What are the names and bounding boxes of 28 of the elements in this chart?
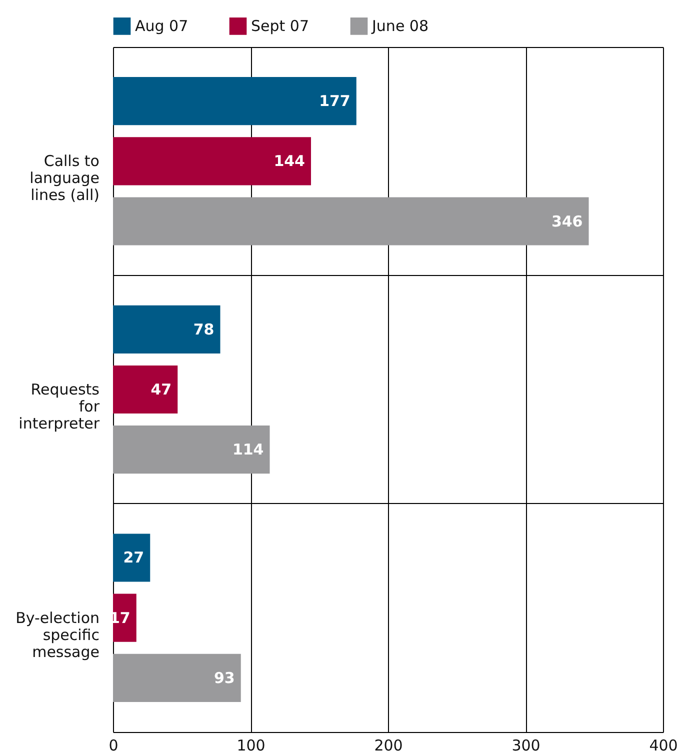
bar (113, 654, 241, 702)
y-tick-label: Requests for interpreter (18, 380, 100, 432)
data-label: 144 (274, 152, 305, 170)
x-tick-label: 100 (236, 736, 266, 754)
y-tick-label: By-election specific message (16, 608, 100, 661)
x-tick-label: 0 (108, 736, 118, 754)
bar (113, 77, 356, 126)
data-label: 114 (232, 440, 264, 459)
data-label: 177 (319, 92, 350, 110)
data-label: 27 (123, 548, 144, 567)
data-label: 93 (214, 668, 235, 687)
x-tick-label: 200 (374, 736, 403, 754)
legend-label: Aug 07 (135, 17, 188, 36)
bar (113, 534, 150, 582)
bar (113, 305, 220, 354)
bar (113, 137, 311, 186)
x-tick-label: 400 (649, 736, 678, 754)
x-tick-label: 300 (512, 736, 540, 754)
data-label: 47 (150, 380, 172, 398)
data-label: 346 (551, 212, 583, 230)
bar (113, 426, 270, 474)
bar (113, 365, 178, 414)
legend-label: June 08 (371, 17, 429, 36)
data-label: 78 (193, 320, 214, 338)
bar (113, 594, 136, 642)
y-tick-label: Calls to language lines (all) (30, 152, 100, 204)
legend-label: Sept 07 (251, 17, 310, 36)
bar (113, 197, 589, 246)
